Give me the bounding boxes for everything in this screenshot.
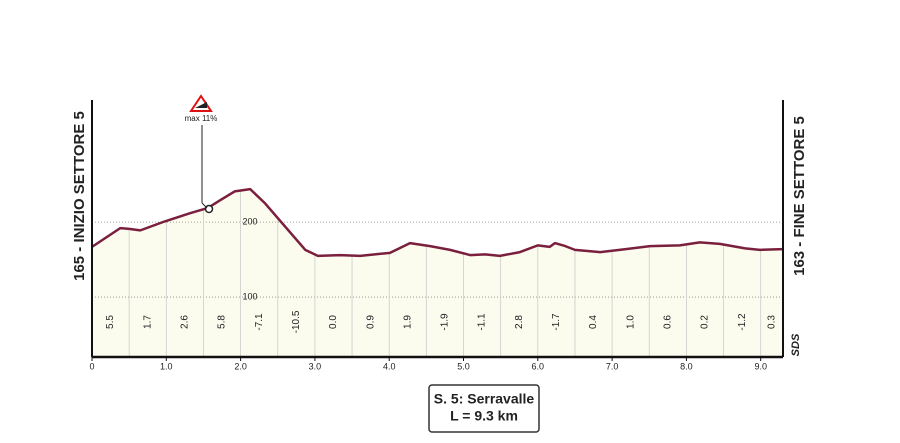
x-tick-label: 0 xyxy=(89,361,94,371)
x-tick-label: 1.0 xyxy=(160,361,173,371)
x-tick-label: 8.0 xyxy=(680,361,693,371)
profile-area xyxy=(92,189,783,357)
x-tick-label: 5.0 xyxy=(457,361,470,371)
gradient-label: 1.0 xyxy=(625,315,636,329)
gradient-label: -1.1 xyxy=(477,313,488,331)
x-tick-label: 4.0 xyxy=(383,361,396,371)
stage-box xyxy=(428,384,540,433)
gradient-label: 1.7 xyxy=(142,315,153,329)
gradient-label: 5.5 xyxy=(105,315,116,329)
y-tick-label: 100 xyxy=(242,291,257,301)
gradient-label: 2.6 xyxy=(180,315,191,329)
end-label: 163 - FINE SETTORE 5 xyxy=(791,116,808,276)
gradient-label: 0.3 xyxy=(766,315,777,329)
gradient-label: 0.6 xyxy=(662,315,673,329)
gradient-label: 0.4 xyxy=(588,315,599,329)
gradient-label: 5.8 xyxy=(217,315,228,329)
gradient-label: -1.2 xyxy=(737,313,748,331)
gradient-label: 0.9 xyxy=(365,315,376,329)
y-tick-label: 200 xyxy=(242,217,257,227)
gradient-label: 1.9 xyxy=(402,315,413,329)
gradient-label: -7.1 xyxy=(254,313,265,331)
plot: 100 200 5.5 1.7 2.6 5.8 -7.1 -10.5 0.0 0.9 1.9 -1.9… xyxy=(89,100,784,371)
gradient-label: 0.0 xyxy=(328,315,339,329)
gradient-label: 2.8 xyxy=(514,315,525,329)
x-tick-label: 9.0 xyxy=(754,361,767,371)
stage-length: L = 9.3 km xyxy=(450,408,518,424)
start-label: 165 - INIZIO SETTORE 5 xyxy=(71,111,88,281)
logo: SDS xyxy=(790,333,802,356)
annotation-icon xyxy=(189,94,213,209)
stage-title: S. 5: Serravalle xyxy=(434,391,535,407)
x-tick-label: 3.0 xyxy=(309,361,322,371)
annotation: max 11% xyxy=(185,114,218,123)
gradient-label: -10.5 xyxy=(291,310,302,333)
gradient-label: 0.2 xyxy=(700,315,711,329)
gradient-label: -1.9 xyxy=(440,313,451,331)
gradient-label: -1.7 xyxy=(551,313,562,331)
annotation-point xyxy=(204,204,214,214)
x-tick-label: 7.0 xyxy=(606,361,619,371)
x-tick-label: 2.0 xyxy=(234,361,247,371)
x-tick-label: 6.0 xyxy=(532,361,545,371)
